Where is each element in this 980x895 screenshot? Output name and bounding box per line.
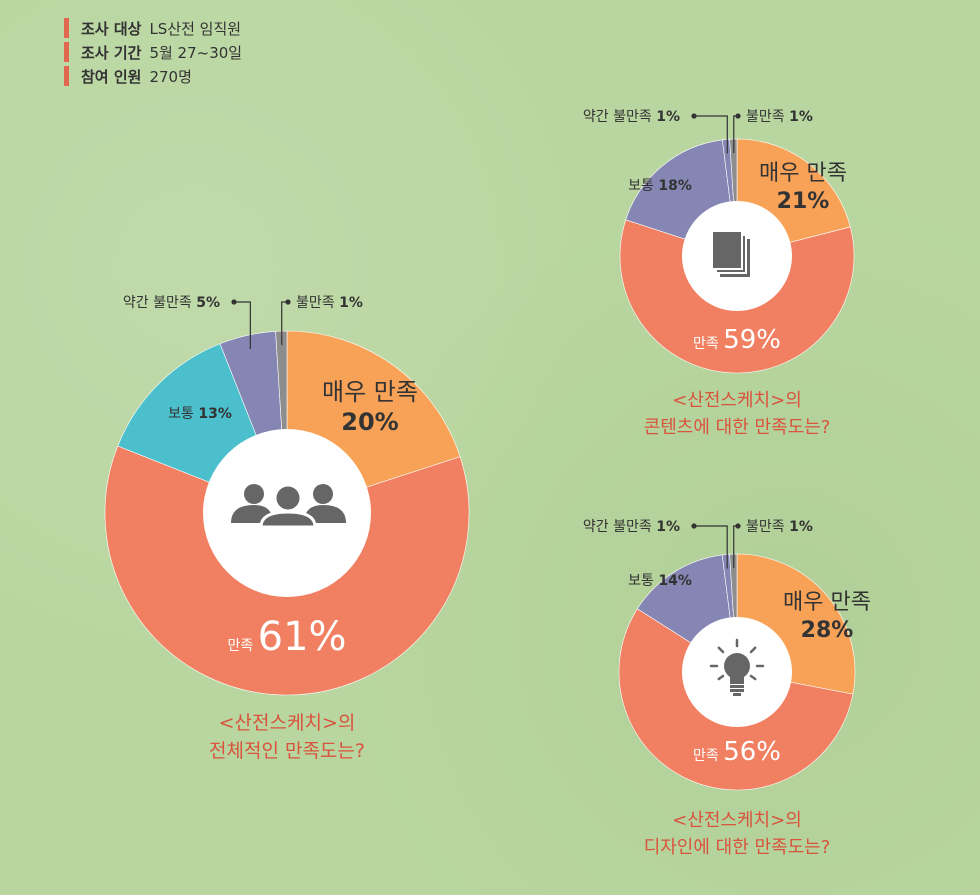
info-value: 270명: [149, 67, 192, 86]
slice-label-slightly-dissatisfied: 약간 불만족 1%: [583, 109, 680, 125]
info-row-period: 조사 기간 5월 27~30일: [64, 40, 242, 64]
callout-dot: [691, 113, 697, 119]
slice-value-label: 28%: [801, 618, 854, 643]
slice-label-dissatisfied: 불만족 1%: [746, 109, 813, 125]
info-key: 조사 기간: [81, 43, 142, 62]
slice-label-satisfied: 만족 59%: [693, 325, 781, 355]
slice-label-satisfied: 만족 56%: [693, 737, 781, 767]
slice-value-label: 20%: [341, 408, 398, 436]
callout-line: [694, 115, 728, 154]
callout-line: [234, 301, 251, 350]
callout-dot: [691, 523, 697, 529]
slice-label-dissatisfied: 불만족 1%: [296, 295, 363, 311]
info-row-target: 조사 대상 LS산전 임직원: [64, 16, 242, 40]
chart-question: 디자인에 대한 만족도는?: [644, 837, 831, 858]
callout-dot: [285, 299, 291, 305]
info-value: 5월 27~30일: [149, 43, 243, 62]
lightbulb-icon: [709, 638, 765, 696]
people-icon: [231, 483, 346, 529]
slice-label-normal: 보통 13%: [168, 406, 232, 422]
info-accent-bar: [64, 18, 69, 38]
callout-line: [694, 525, 728, 569]
info-accent-bar: [64, 42, 69, 62]
slice-label: 매우 만족: [322, 378, 418, 406]
slice-label: 매우 만족: [759, 161, 847, 186]
donut-chart-3: 매우 만족 28% 만족 56% 보통 14% 약간 불만족 1% 불만족 1% <산전스케…: [583, 519, 871, 858]
slice-label-slightly-dissatisfied: 약간 불만족 5%: [123, 295, 220, 311]
chart-question: 콘텐츠에 대한 만족도는?: [644, 417, 831, 438]
slice-label-slightly-dissatisfied: 약간 불만족 1%: [583, 519, 680, 535]
slice-value-label: 21%: [777, 189, 830, 214]
slice-label-satisfied: 만족 61%: [227, 614, 346, 660]
slice-label-dissatisfied: 불만족 1%: [746, 519, 813, 535]
callout-dot: [735, 523, 741, 529]
callout-dot: [735, 113, 741, 119]
slice-label-normal: 보통 18%: [628, 178, 692, 194]
info-key: 참여 인원: [81, 67, 142, 86]
chart-question: <산전스케치>의: [672, 390, 802, 411]
info-row-participants: 참여 인원 270명: [64, 64, 242, 88]
info-value: LS산전 임직원: [149, 19, 242, 38]
chart-question: 전체적인 만족도는?: [209, 740, 365, 762]
slice-label: 매우 만족: [783, 590, 871, 615]
info-accent-bar: [64, 66, 69, 86]
callout-dot: [231, 299, 237, 305]
chart-question: <산전스케치>의: [672, 810, 802, 831]
chart-question: <산전스케치>의: [219, 712, 356, 734]
survey-info: 조사 대상 LS산전 임직원 조사 기간 5월 27~30일 참여 인원 270…: [64, 16, 242, 88]
info-key: 조사 대상: [81, 19, 142, 38]
slice-label-normal: 보통 14%: [628, 573, 692, 589]
donut-chart-2: 매우 만족 21% 만족 59% 보통 18% 약간 불만족 1% 불만족 1% <산전스케…: [583, 109, 855, 438]
documents-icon: [711, 230, 750, 277]
